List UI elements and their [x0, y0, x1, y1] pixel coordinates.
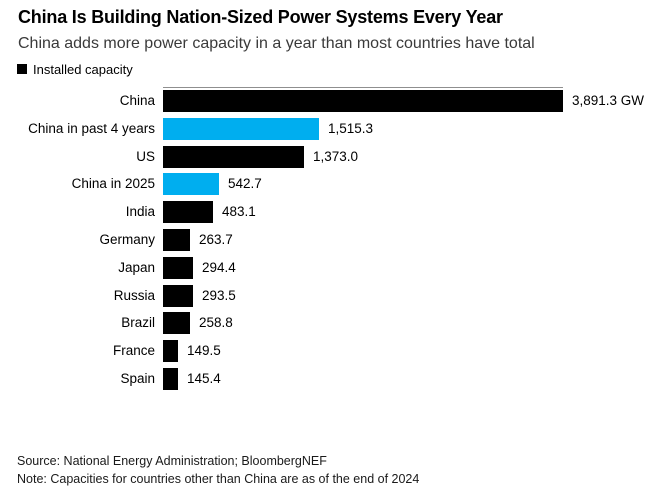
category-label: Brazil: [121, 315, 155, 331]
bar: [163, 90, 563, 112]
chart-subtitle: China adds more power capacity in a year…: [18, 35, 535, 52]
chart-footer: Source: National Energy Administration; …: [17, 453, 419, 488]
bar: [163, 312, 190, 335]
category-label: France: [112, 343, 155, 359]
value-label: 294.4: [202, 259, 236, 275]
value-label: 1,515.3: [328, 120, 374, 136]
category-label: China in 2025: [71, 176, 155, 192]
bar: [163, 284, 193, 307]
value-label: 258.8: [199, 315, 233, 331]
value-label: 542.7: [228, 176, 262, 192]
category-label: Spain: [120, 371, 155, 386]
value-label: 1,373.0: [313, 148, 359, 164]
category-label: China in past 4 years: [28, 120, 155, 136]
chart-row: China in 2025 542.7: [0, 173, 654, 196]
bar: [163, 117, 319, 140]
chart-row: Brazil 258.8: [0, 312, 654, 335]
chart-legend: Installed capacity: [17, 61, 133, 77]
category-label: US: [136, 148, 155, 164]
chart-row: Germany 263.7: [0, 229, 654, 251]
category-label: Japan: [118, 259, 155, 275]
bar-chart: China 3,891.3 GW China in past 4 years 1,51…: [0, 87, 654, 390]
chart-row: India 483.1: [0, 201, 654, 224]
axis-line: [163, 87, 563, 88]
note-text: Note: Capacities for countries other tha…: [17, 471, 420, 486]
source-text: Source: National Energy Administration; …: [17, 454, 327, 468]
value-label: 149.5: [187, 343, 221, 359]
value-label: 483.1: [222, 204, 256, 220]
bar: [163, 256, 193, 279]
bar: [163, 368, 178, 390]
chart-row: Spain 145.4: [0, 368, 654, 390]
value-label: 293.5: [202, 287, 236, 303]
category-label: Russia: [113, 287, 155, 303]
category-label: China: [119, 93, 155, 108]
legend-swatch-icon: [17, 64, 27, 74]
chart-row: Japan 294.4: [0, 256, 654, 279]
chart-row: US 1,373.0: [0, 145, 654, 168]
bar: [163, 340, 178, 363]
bar: [163, 201, 213, 224]
value-label: 263.7: [199, 232, 233, 247]
chart-row: Russia 293.5: [0, 284, 654, 307]
page-title: China Is Building Nation-Sized Power Sys…: [18, 7, 503, 27]
chart-row: France 149.5: [0, 340, 654, 363]
category-label: India: [125, 204, 155, 220]
value-label: 3,891.3 GW: [572, 93, 645, 108]
chart-row: China in past 4 years 1,515.3: [0, 117, 654, 140]
legend-label: Installed capacity: [33, 61, 133, 77]
bar: [163, 229, 190, 251]
category-label: Germany: [99, 232, 155, 247]
value-label: 145.4: [187, 371, 221, 386]
bar: [163, 173, 219, 196]
bar: [163, 145, 304, 168]
chart-row: China 3,891.3 GW: [0, 90, 654, 112]
